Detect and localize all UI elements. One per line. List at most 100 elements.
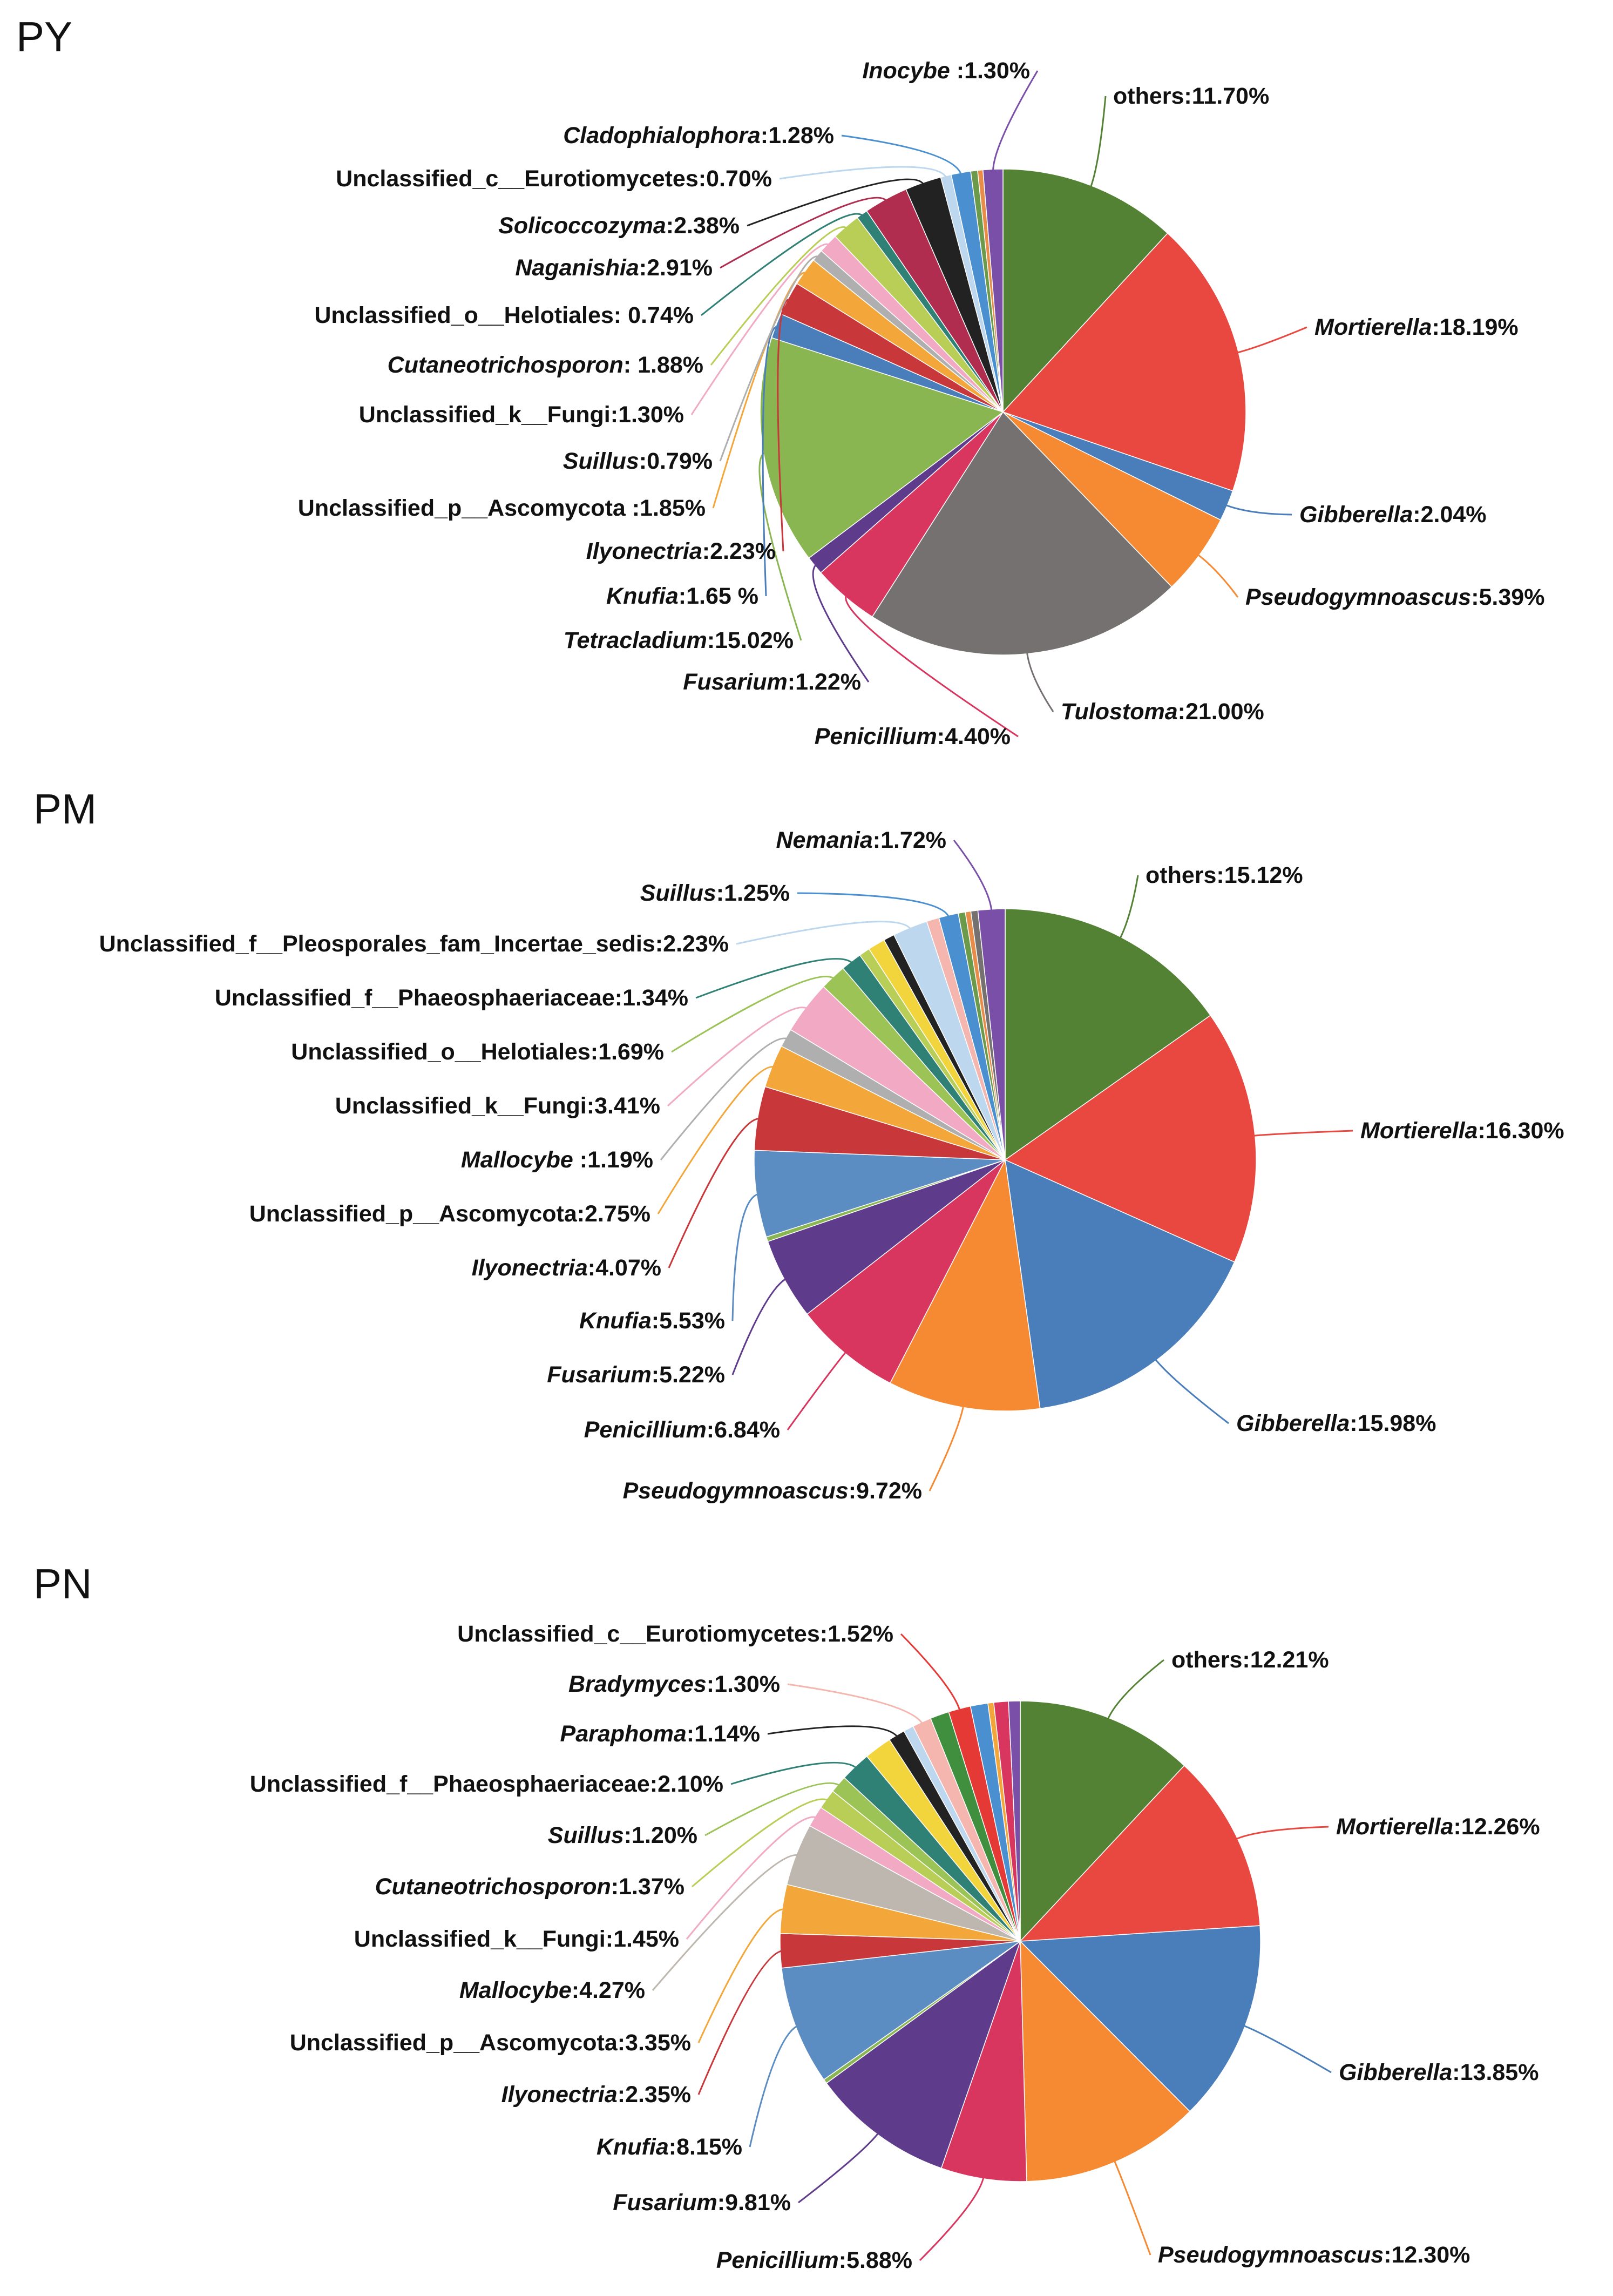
pie-chart-pn: PN others:12.21% Mortierella:12.26% Gibber… — [33, 1560, 1540, 2273]
slice-label-unclassified-c-eurotiomycetes: Unclassified_c__Eurotiomycetes:1.52% — [457, 1621, 893, 1647]
slice-label-unclassified-k-fungi: Unclassified_k__Fungi:3.41% — [335, 1093, 660, 1119]
slice-label-unclassified-f-phaeosphaeriaceae: Unclassified_f__Phaeosphaeriaceae:2.10% — [250, 1771, 723, 1797]
slice-label-solicoccozyma: Solicoccozyma:2.38% — [498, 213, 740, 239]
leader-line-knufia — [731, 1193, 760, 1321]
slice-label-mortierella: Mortierella:16.30% — [1360, 1118, 1564, 1144]
leader-line-mortierella — [1251, 1130, 1353, 1137]
leader-line-suillus — [704, 1782, 842, 1836]
leader-line-unclassified-p-ascomycota — [697, 1908, 786, 2043]
slice-label-suillus: Suillus:1.20% — [548, 1822, 697, 1848]
slice-label-mortierella: Mortierella:12.26% — [1336, 1814, 1540, 1840]
slice-label-unclassified-k-fungi: Unclassified_k__Fungi:1.45% — [354, 1926, 679, 1952]
leader-line-suillus — [719, 255, 821, 462]
slice-label-fusarium: Fusarium:5.22% — [547, 1362, 725, 1388]
slice-label-suillus: Suillus:1.25% — [640, 880, 790, 906]
leader-line-naganishia — [720, 197, 889, 269]
leader-line-paraphoma — [767, 1725, 899, 1739]
leader-line-gibberella — [1242, 2024, 1332, 2074]
leader-line-unclassified-o-helotiales — [701, 213, 865, 316]
slice-label-ilyonectria: Ilyonectria:4.07% — [472, 1255, 661, 1281]
leader-line-others — [1089, 96, 1107, 189]
pie-chart-py: PY others:11.70% Mortierella:18.19% Gibber… — [16, 13, 1544, 749]
slice-label-penicillium: Penicillium:6.84% — [584, 1417, 780, 1443]
slice-label-unclassified-o-helotiales: Unclassified_o__Helotiales: 0.74% — [314, 302, 694, 328]
slice-label-suillus: Suillus:0.79% — [563, 448, 713, 474]
slice-label-naganishia: Naganishia:2.91% — [515, 255, 713, 281]
pie-chart-pm: PM others:15.12% Mortierella:16.30% Gibber… — [33, 785, 1564, 1504]
leader-line-unclassified-o-helotiales — [671, 975, 836, 1053]
leader-line-knufia — [749, 2024, 799, 2148]
leader-line-unclassified-k-fungi — [667, 1007, 809, 1107]
leader-line-ilyonectria — [697, 1950, 784, 2095]
leader-line-fusarium — [812, 563, 870, 683]
leader-line-inocybe — [992, 70, 1039, 173]
leader-line-ilyonectria — [668, 1118, 761, 1268]
slice-label-pseudogymnoascus: Pseudogymnoascus:12.30% — [1158, 2242, 1470, 2268]
panel-title-pm: PM — [33, 785, 97, 833]
slice-label-unclassified-f-phaeosphaeriaceae: Unclassified_f__Phaeosphaeriaceae:1.34% — [215, 985, 688, 1011]
slice-label-inocybe: Inocybe :1.30% — [862, 58, 1030, 84]
leader-line-fusarium — [731, 1277, 788, 1375]
leader-line-pseudogymnoascus — [1196, 552, 1239, 598]
slice-label-unclassified-f-pleosporales-fam-incertae-sedis: Unclassified_f__Pleosporales_fam_Incerta… — [99, 931, 729, 957]
leader-line-cladophialophora — [841, 134, 963, 177]
slice-label-others: others:12.21% — [1171, 1647, 1329, 1673]
leader-line-cutaneotrichosporon — [692, 1798, 830, 1888]
slice-label-unclassified-o-helotiales: Unclassified_o__Helotiales:1.69% — [291, 1039, 664, 1065]
leader-line-bradymyces — [787, 1683, 924, 1726]
slice-label-pseudogymnoascus: Pseudogymnoascus:5.39% — [1245, 584, 1544, 610]
panel-title-pn: PN — [33, 1560, 92, 1608]
slice-label-pseudogymnoascus: Pseudogymnoascus:9.72% — [623, 1478, 922, 1504]
leader-line-mallocybe — [652, 1854, 800, 1991]
slice-label-unclassified-p-ascomycota: Unclassified_p__Ascomycota:2.75% — [249, 1201, 650, 1227]
leader-line-gibberella — [1224, 503, 1292, 516]
slice-label-fusarium: Fusarium:1.22% — [683, 669, 861, 695]
leader-line-unclassified-f-phaeosphaeriaceae — [695, 958, 854, 999]
slice-label-ilyonectria: Ilyonectria:2.23% — [586, 538, 776, 564]
slice-label-tetracladium: Tetracladium:15.02% — [564, 627, 794, 653]
leader-line-unclassified-f-phaeosphaeriaceae — [730, 1761, 858, 1785]
leader-line-others — [1106, 1659, 1164, 1721]
leader-line-others — [1119, 875, 1139, 941]
slice-label-mortierella: Mortierella:18.19% — [1314, 314, 1519, 340]
slice-label-gibberella: Gibberella:15.98% — [1236, 1410, 1436, 1436]
slice-label-gibberella: Gibberella:13.85% — [1339, 2059, 1539, 2085]
pie-slice-unlabeled-8 — [1008, 1700, 1021, 1942]
leader-line-penicillium — [919, 2175, 985, 2261]
slice-label-unclassified-k-fungi: Unclassified_k__Fungi:1.30% — [359, 402, 684, 428]
leader-line-tulostoma — [1026, 650, 1054, 712]
leader-line-suillus — [797, 892, 950, 919]
slice-label-fusarium: Fusarium:9.81% — [613, 2190, 791, 2216]
slice-label-others: others:15.12% — [1146, 862, 1303, 888]
slice-label-cutaneotrichosporon: Cutaneotrichosporon: 1.88% — [388, 352, 703, 378]
leader-line-gibberella — [1154, 1357, 1229, 1424]
slice-label-bradymyces: Bradymyces:1.30% — [568, 1671, 780, 1697]
slice-label-unclassified-p-ascomycota: Unclassified_p__Ascomycota :1.85% — [298, 495, 706, 521]
slice-label-nemania: Nemania:1.72% — [776, 827, 947, 853]
slice-label-others: others:11.70% — [1113, 83, 1269, 109]
slice-label-knufia: Knufia:1.65 % — [606, 583, 758, 609]
slice-label-unclassified-c-eurotiomycetes: Unclassified_c__Eurotiomycetes:0.70% — [336, 166, 772, 192]
slice-label-penicillium: Penicillium:4.40% — [815, 724, 1011, 749]
leader-line-unclassified-c-eurotiomycetes — [900, 1633, 961, 1712]
slice-label-tulostoma: Tulostoma:21.00% — [1061, 699, 1264, 725]
slice-label-knufia: Knufia:8.15% — [597, 2134, 742, 2160]
leader-line-fusarium — [798, 2131, 880, 2204]
leader-line-nemania — [953, 840, 993, 913]
slice-label-gibberella: Gibberella:2.04% — [1299, 502, 1487, 528]
leader-line-penicillium — [845, 593, 1019, 738]
leader-line-mortierella — [1234, 1826, 1329, 1841]
leader-line-knufia — [762, 326, 780, 597]
slice-label-knufia: Knufia:5.53% — [579, 1308, 725, 1334]
leader-line-unclassified-c-eurotiomycetes — [779, 166, 948, 180]
leader-line-pseudogymnoascus — [929, 1404, 965, 1491]
slice-label-unclassified-p-ascomycota: Unclassified_p__Ascomycota:3.35% — [290, 2030, 691, 2056]
slice-label-cutaneotrichosporon: Cutaneotrichosporon:1.37% — [375, 1874, 684, 1900]
leader-line-unclassified-p-ascomycota — [657, 1066, 776, 1214]
slice-label-penicillium: Penicillium:5.88% — [716, 2247, 912, 2273]
slice-label-mallocybe: Mallocybe:4.27% — [459, 1977, 645, 2003]
slice-label-paraphoma: Paraphoma:1.14% — [560, 1721, 760, 1747]
slice-label-mallocybe: Mallocybe :1.19% — [461, 1147, 653, 1173]
leader-line-unclassified-f-pleosporales-fam-incertae-sedis — [736, 921, 912, 945]
